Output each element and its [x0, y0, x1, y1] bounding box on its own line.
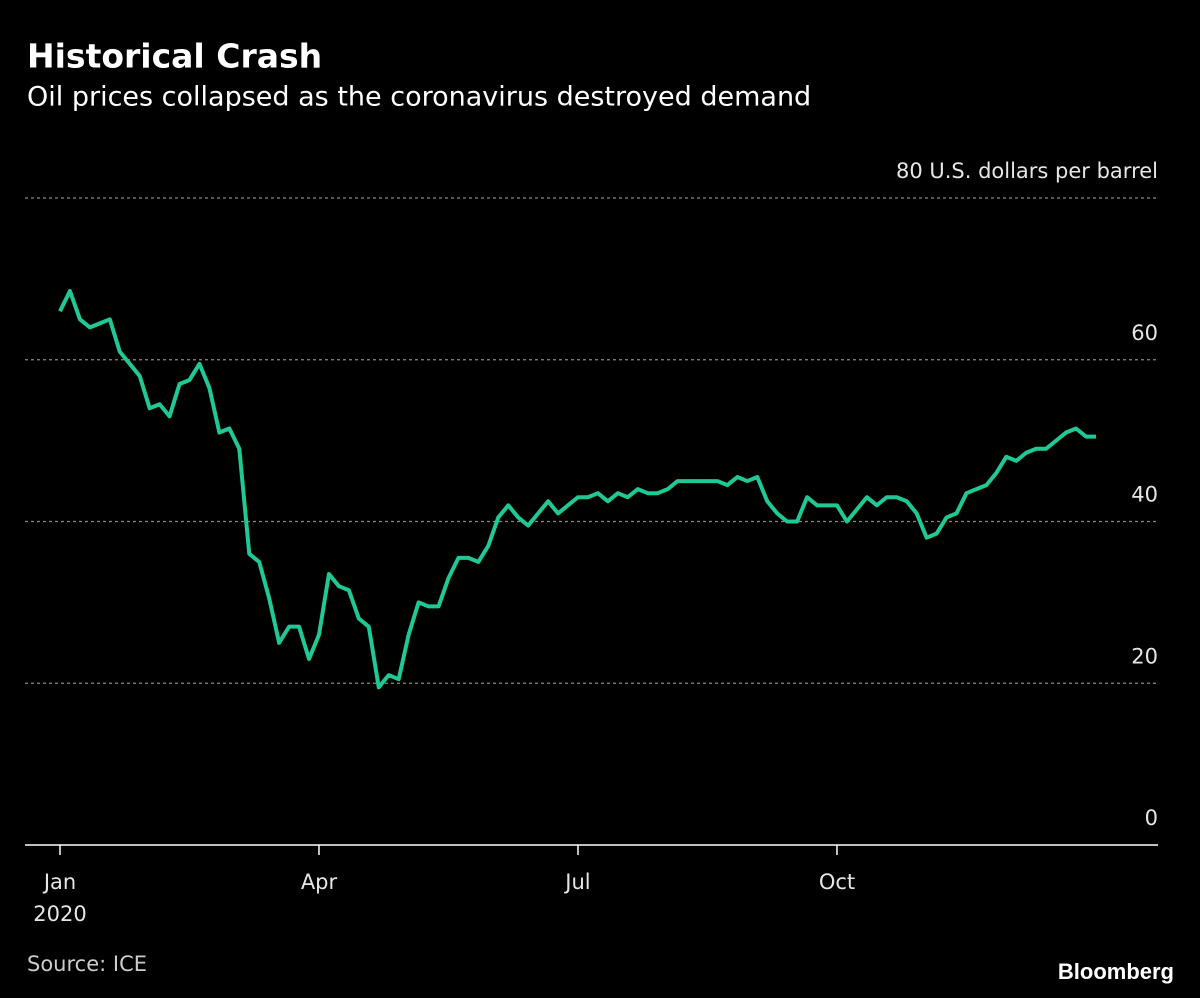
x-tick-label: Apr: [301, 870, 338, 894]
brand: Bloomberg: [1058, 959, 1174, 984]
y-tick-label: 40: [1131, 483, 1158, 507]
x-tick-label: Jul: [563, 870, 590, 894]
y-tick-label: 0: [1145, 806, 1158, 830]
x-tick-label: Oct: [819, 870, 855, 894]
x-tick-label: Jan: [42, 870, 76, 894]
line: [58, 289, 1096, 690]
y-tick-label: 20: [1131, 644, 1158, 668]
x-year-label: 2020: [33, 902, 86, 926]
chart-subtitle: Oil prices collapsed as the coronavirus …: [27, 82, 811, 113]
y-tick-label: 60: [1131, 321, 1158, 345]
source: Source: ICE: [27, 952, 147, 976]
y-tick-label: 80 U.S. dollars per barrel: [896, 159, 1158, 183]
chart-title: Historical Crash: [27, 37, 322, 76]
